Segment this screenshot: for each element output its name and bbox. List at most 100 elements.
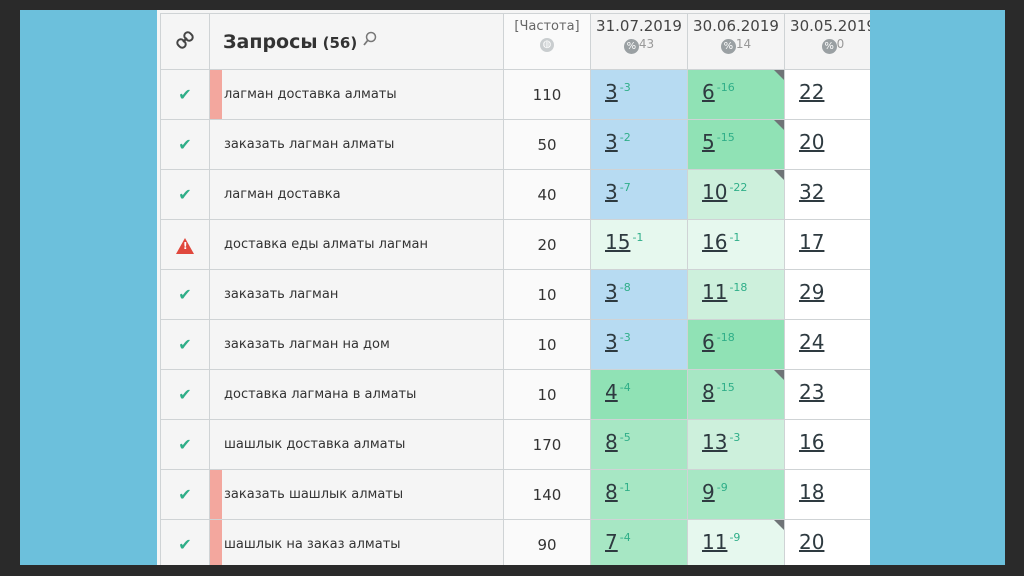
position-link[interactable]: 29 — [799, 281, 824, 303]
status-cell: ✔ — [160, 69, 210, 120]
position-link[interactable]: 6 -16 — [702, 81, 735, 103]
position-link[interactable]: 5 -15 — [702, 131, 735, 153]
position-value[interactable]: 4 — [605, 380, 618, 404]
position-value[interactable]: 20 — [799, 130, 825, 154]
query-cell[interactable]: шашлык на заказ алматы — [209, 519, 504, 565]
table-row: ✔ лагман доставка алматы 110 3 -3 6 -16 22 — [160, 69, 870, 120]
position-value[interactable]: 20 — [799, 530, 825, 554]
link-header[interactable] — [160, 13, 210, 70]
check-icon: ✔ — [178, 85, 192, 104]
position-value[interactable]: 16 — [799, 430, 825, 454]
position-value[interactable]: 6 — [702, 330, 715, 354]
position-value[interactable]: 8 — [605, 480, 618, 504]
position-value[interactable]: 6 — [702, 80, 715, 104]
query-cell[interactable]: лагман доставка алматы — [209, 69, 504, 120]
query-text[interactable]: шашлык доставка алматы — [224, 437, 406, 452]
query-text[interactable]: заказать лагман алматы — [224, 137, 395, 152]
position-cell-3: 32 — [784, 169, 870, 220]
position-link[interactable]: 4 -4 — [605, 381, 631, 403]
position-link[interactable]: 8 -15 — [702, 381, 735, 403]
query-text[interactable]: заказать лагман на дом — [224, 337, 390, 352]
position-link[interactable]: 3 -2 — [605, 131, 631, 153]
position-link[interactable]: 18 — [799, 481, 824, 503]
position-value[interactable]: 10 — [702, 180, 728, 204]
position-value[interactable]: 23 — [799, 380, 825, 404]
query-text[interactable]: лагман доставка алматы — [224, 87, 397, 102]
position-value[interactable]: 9 — [702, 480, 715, 504]
position-value[interactable]: 15 — [605, 230, 631, 254]
position-cell-3: 24 — [784, 319, 870, 370]
position-value[interactable]: 32 — [799, 180, 825, 204]
position-link[interactable]: 6 -18 — [702, 331, 735, 353]
position-value[interactable]: 29 — [799, 280, 825, 304]
queries-count: (56) — [322, 33, 358, 52]
queries-title: Запросы — [223, 30, 318, 53]
query-text[interactable]: шашлык на заказ алматы — [224, 537, 401, 552]
position-value[interactable]: 17 — [799, 230, 825, 254]
position-value[interactable]: 3 — [605, 330, 618, 354]
position-value[interactable]: 8 — [605, 430, 618, 454]
position-value[interactable]: 3 — [605, 280, 618, 304]
position-cell-1: 8 -1 — [590, 469, 688, 520]
query-cell[interactable]: заказать шашлык алматы — [209, 469, 504, 520]
search-icon[interactable] — [362, 31, 378, 47]
position-value[interactable]: 16 — [702, 230, 728, 254]
position-value[interactable]: 3 — [605, 80, 618, 104]
position-value[interactable]: 11 — [702, 280, 728, 304]
position-link[interactable]: 11 -9 — [702, 531, 740, 553]
position-link[interactable]: 24 — [799, 331, 824, 353]
query-text[interactable]: лагман доставка — [224, 187, 341, 202]
position-link[interactable]: 20 — [799, 531, 824, 553]
date-header-1[interactable]: 31.07.2019 % 43 — [590, 13, 688, 70]
query-cell[interactable]: доставка еды алматы лагман — [209, 219, 504, 270]
position-link[interactable]: 16 -1 — [702, 231, 740, 253]
note-corner-marker — [774, 370, 784, 380]
position-link[interactable]: 17 — [799, 231, 824, 253]
position-value[interactable]: 7 — [605, 530, 618, 554]
query-cell[interactable]: заказать лагман — [209, 269, 504, 320]
position-link[interactable]: 13 -3 — [702, 431, 740, 453]
position-value[interactable]: 24 — [799, 330, 825, 354]
note-corner-marker — [774, 520, 784, 530]
position-link[interactable]: 3 -3 — [605, 331, 631, 353]
query-text[interactable]: доставка еды алматы лагман — [224, 237, 429, 252]
position-value[interactable]: 8 — [702, 380, 715, 404]
date-header-3[interactable]: 30.05.2019 % 0 — [784, 13, 870, 70]
position-link[interactable]: 10 -22 — [702, 181, 747, 203]
position-link[interactable]: 15 -1 — [605, 231, 643, 253]
position-link[interactable]: 8 -1 — [605, 481, 631, 503]
query-cell[interactable]: доставка лагмана в алматы — [209, 369, 504, 420]
query-text[interactable]: доставка лагмана в алматы — [224, 387, 417, 402]
position-link[interactable]: 11 -18 — [702, 281, 747, 303]
position-link[interactable]: 8 -5 — [605, 431, 631, 453]
position-value[interactable]: 3 — [605, 130, 618, 154]
position-value[interactable]: 22 — [799, 80, 825, 104]
date-header-2[interactable]: 30.06.2019 % 14 — [687, 13, 785, 70]
globe-icon[interactable]: ◍ — [540, 38, 554, 52]
position-link[interactable]: 9 -9 — [702, 481, 728, 503]
position-cell-1: 3 -3 — [590, 319, 688, 370]
position-link[interactable]: 16 — [799, 431, 824, 453]
position-link[interactable]: 20 — [799, 131, 824, 153]
position-cell-1: 3 -7 — [590, 169, 688, 220]
position-link[interactable]: 23 — [799, 381, 824, 403]
position-value[interactable]: 3 — [605, 180, 618, 204]
position-link[interactable]: 7 -4 — [605, 531, 631, 553]
query-cell[interactable]: заказать лагман на дом — [209, 319, 504, 370]
position-link[interactable]: 3 -7 — [605, 181, 631, 203]
position-value[interactable]: 11 — [702, 530, 728, 554]
query-cell[interactable]: лагман доставка — [209, 169, 504, 220]
query-text[interactable]: заказать шашлык алматы — [224, 487, 404, 502]
position-link[interactable]: 22 — [799, 81, 824, 103]
query-cell[interactable]: заказать лагман алматы — [209, 119, 504, 170]
position-link[interactable]: 3 -3 — [605, 81, 631, 103]
frequency-header[interactable]: [Частота] ◍ — [503, 13, 591, 70]
query-text[interactable]: заказать лагман — [224, 287, 339, 302]
query-cell[interactable]: шашлык доставка алматы — [209, 419, 504, 470]
link-icon[interactable] — [175, 30, 195, 50]
position-link[interactable]: 32 — [799, 181, 824, 203]
position-value[interactable]: 18 — [799, 480, 825, 504]
position-value[interactable]: 5 — [702, 130, 715, 154]
position-link[interactable]: 3 -8 — [605, 281, 631, 303]
position-value[interactable]: 13 — [702, 430, 728, 454]
